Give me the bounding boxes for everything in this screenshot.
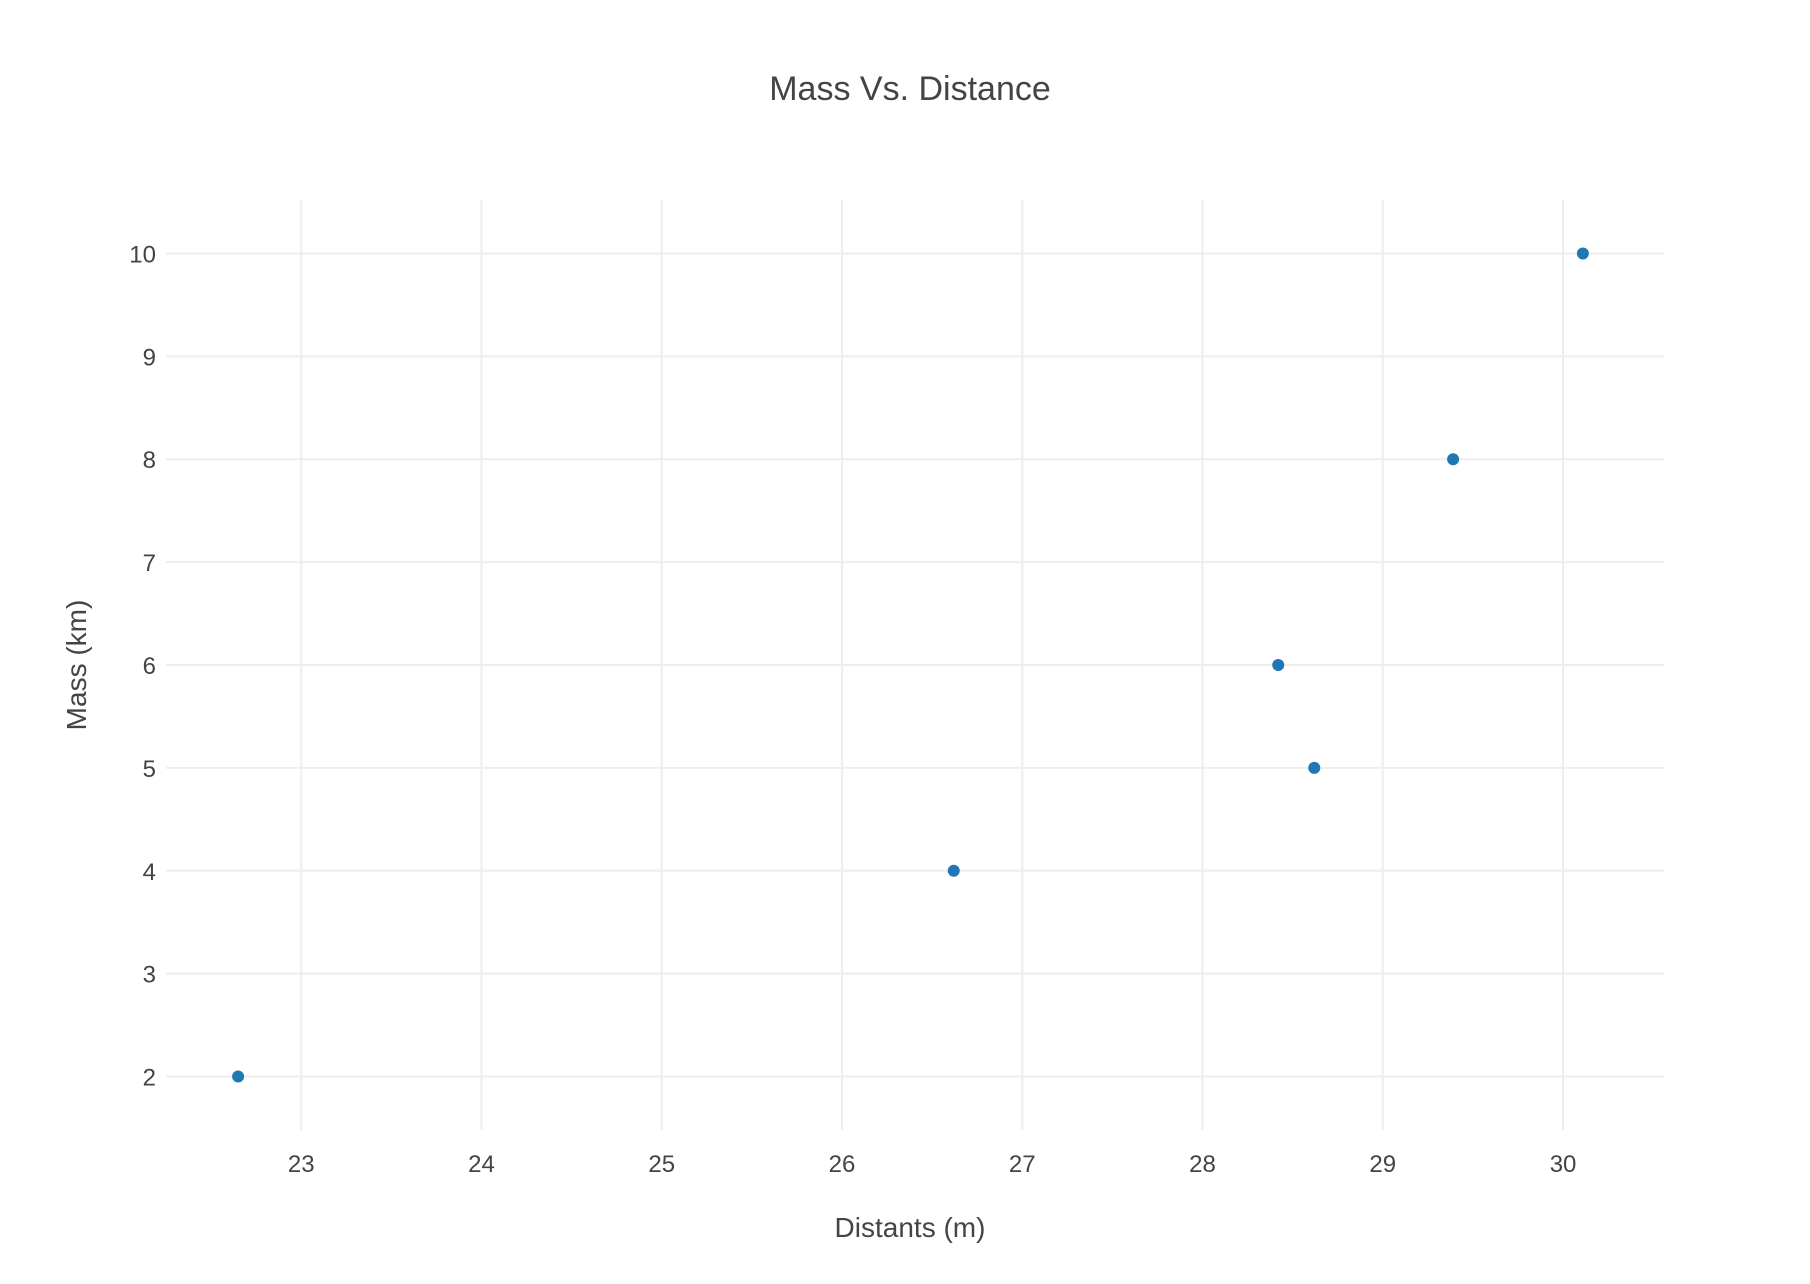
x-tick-label: 26: [829, 1151, 856, 1178]
x-axis-title: Distants (m): [835, 1212, 986, 1243]
x-tick-label: 30: [1550, 1151, 1577, 1178]
scatter-point[interactable]: [232, 1070, 245, 1083]
scatter-point[interactable]: [1308, 761, 1321, 774]
grid-lines: [166, 200, 1664, 1130]
chart-title: Mass Vs. Distance: [769, 70, 1051, 108]
x-tick-label: 28: [1189, 1151, 1216, 1178]
y-tick-label: 9: [143, 344, 156, 371]
y-tick-label: 2: [143, 1065, 156, 1092]
scatter-point[interactable]: [947, 864, 960, 877]
y-tick-label: 3: [143, 962, 156, 989]
x-tick-label: 23: [288, 1151, 315, 1178]
y-tick-label: 4: [143, 859, 156, 886]
x-tick-label: 25: [648, 1151, 675, 1178]
y-tick-label: 6: [143, 653, 156, 680]
data-points: [232, 247, 1589, 1083]
x-tick-label: 24: [468, 1151, 495, 1178]
x-tick-label: 29: [1369, 1151, 1396, 1178]
y-tick-label: 10: [129, 241, 156, 268]
scatter-point[interactable]: [1447, 453, 1460, 466]
y-tick-label: 7: [143, 550, 156, 577]
y-tick-label: 8: [143, 447, 156, 474]
y-axis-title: Mass (km): [61, 600, 92, 731]
scatter-point[interactable]: [1272, 659, 1285, 671]
y-tick-label: 5: [143, 756, 156, 783]
scatter-point[interactable]: [1576, 247, 1589, 260]
x-tick-label: 27: [1009, 1151, 1036, 1178]
